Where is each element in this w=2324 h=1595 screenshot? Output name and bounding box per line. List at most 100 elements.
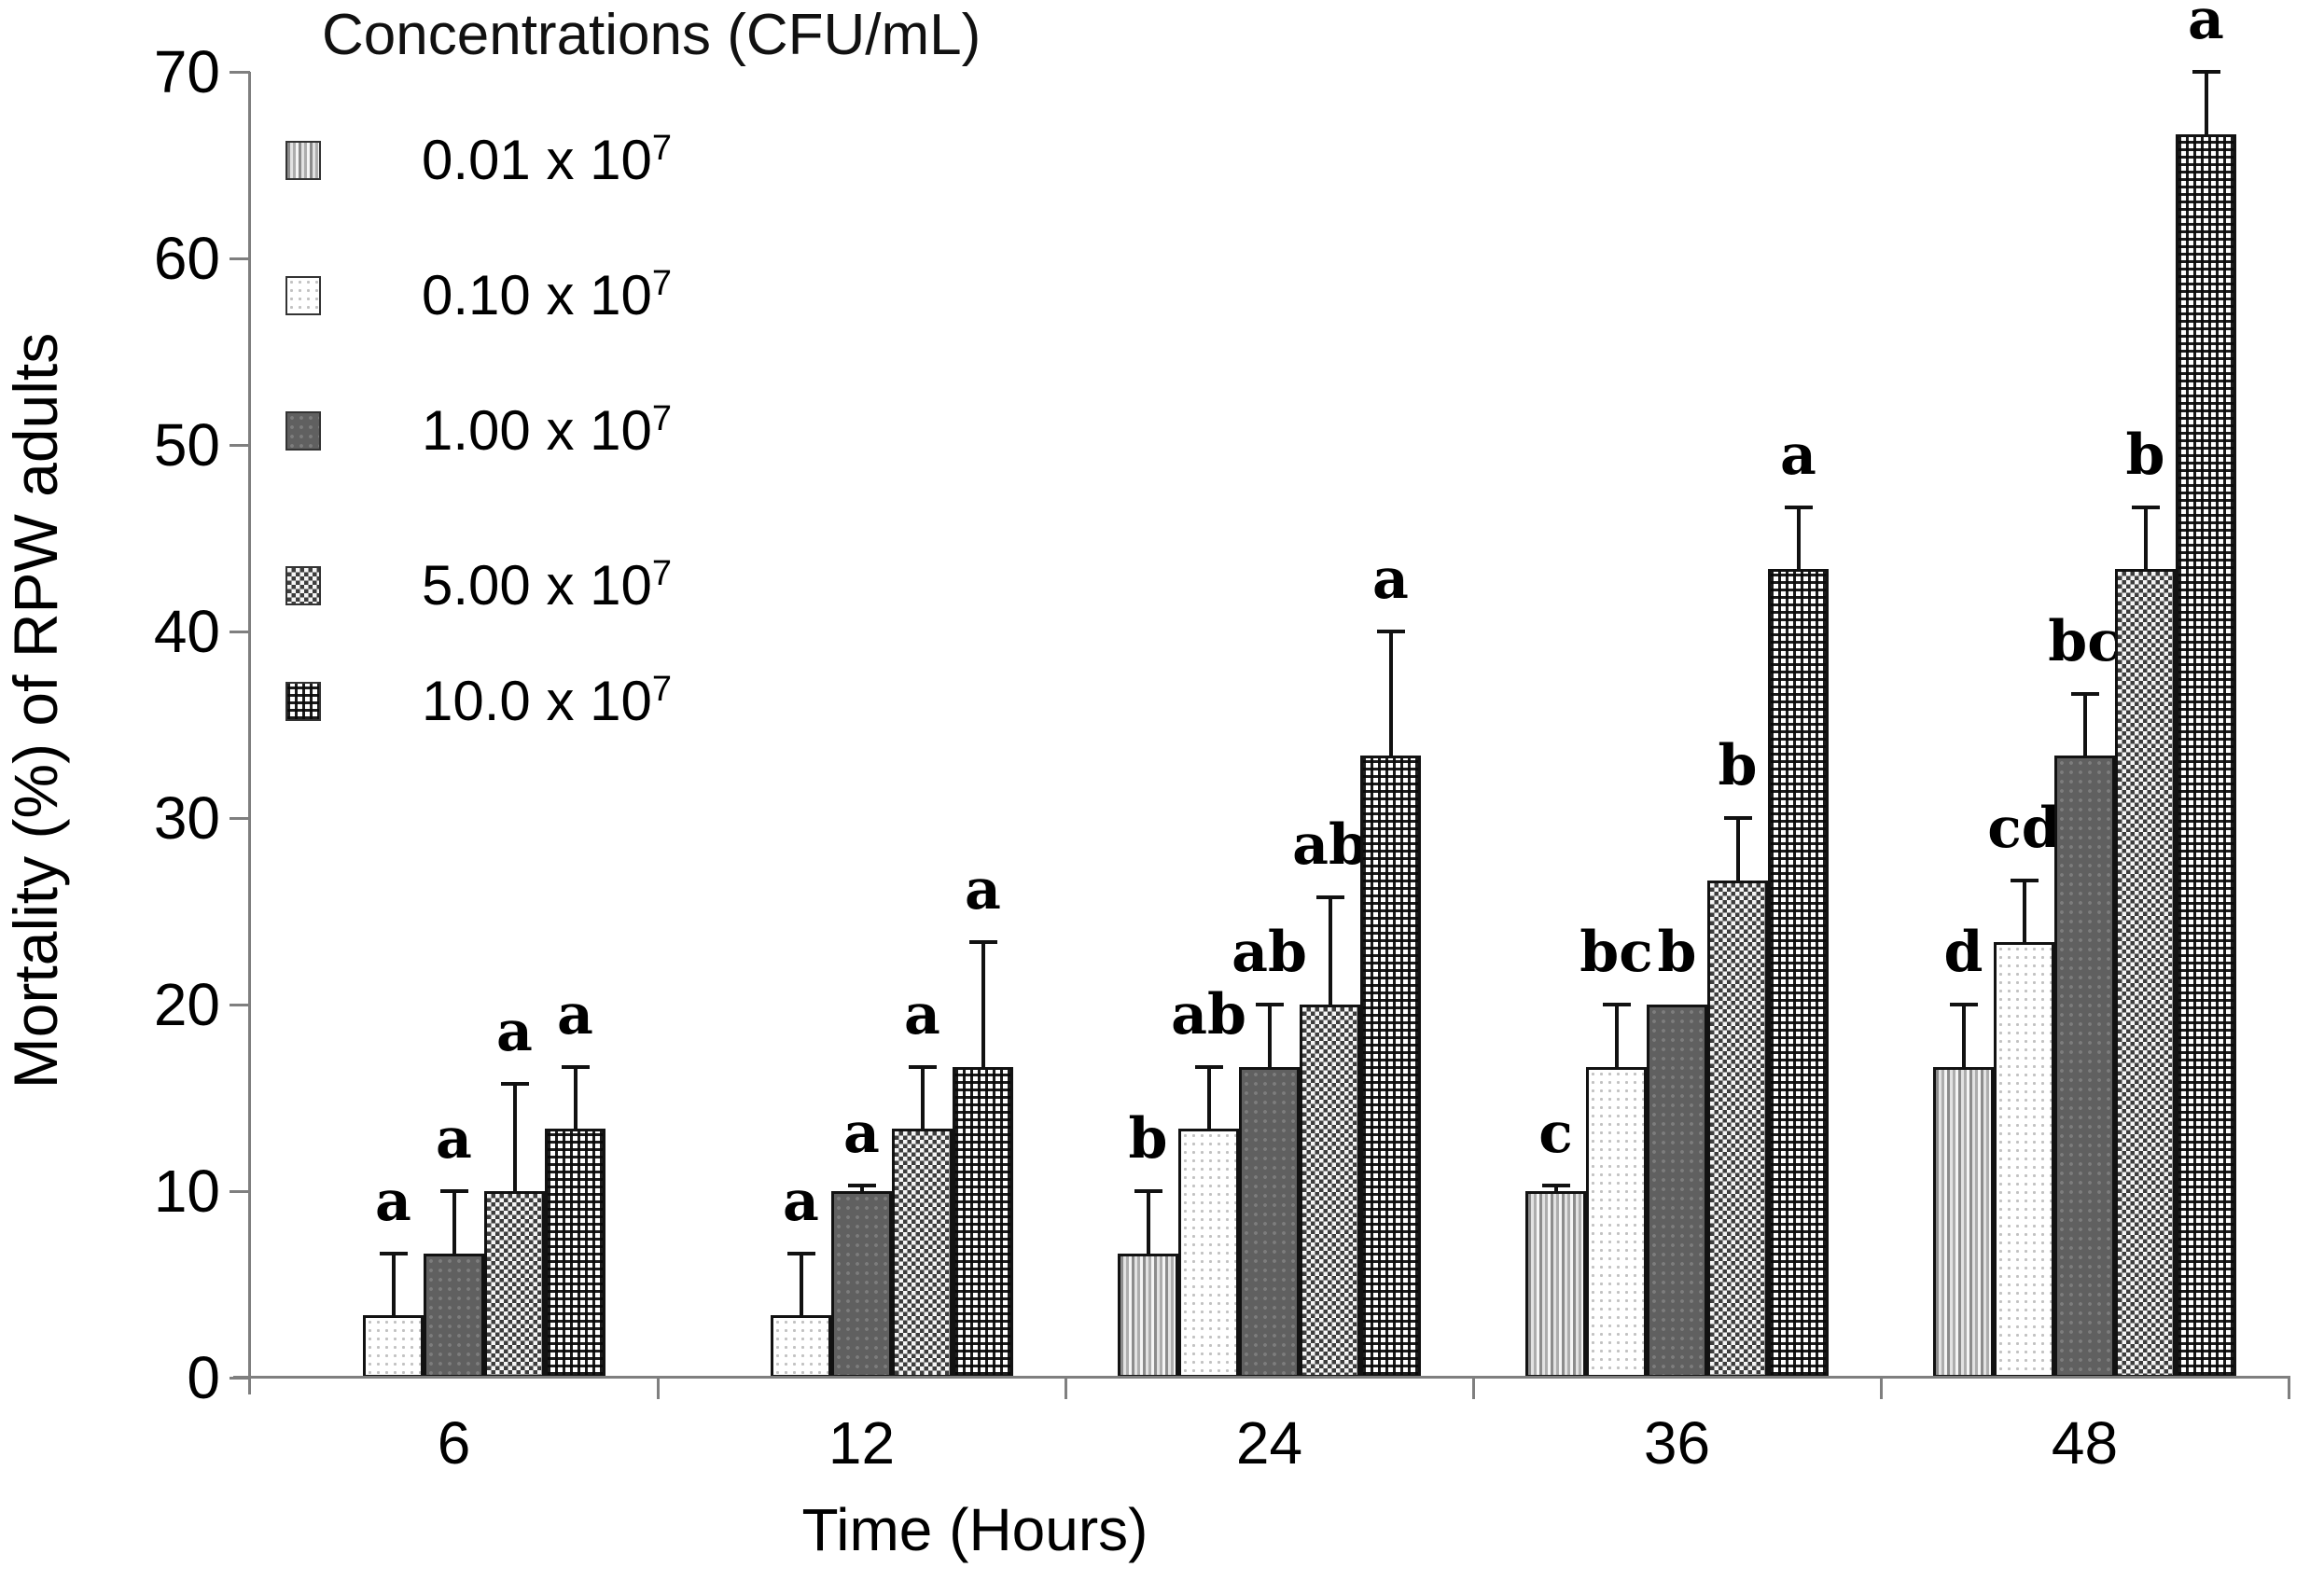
y-tick-label: 50 [153, 411, 220, 478]
y-tick-label: 40 [153, 598, 220, 665]
significance-letter: a [496, 998, 533, 1064]
error-bar-whisker [1328, 896, 1332, 1005]
bar-10.0x10^7-6h [545, 1129, 605, 1378]
legend-exponent: 7 [651, 554, 672, 593]
error-bar-cap [1602, 1003, 1631, 1006]
error-bar-cap [847, 1184, 876, 1187]
significance-letter: b [2125, 422, 2165, 488]
bar-5.00x10^7-36h [1707, 880, 1768, 1378]
error-bar-whisker [1553, 1186, 1558, 1191]
error-bar-whisker [2082, 693, 2087, 756]
legend-swatch-dark-dots [285, 411, 321, 451]
error-bar-whisker [1735, 818, 1740, 881]
significance-letter: d [1943, 920, 1983, 985]
error-bar-cap [1134, 1189, 1162, 1193]
error-bar-cap [2070, 691, 2099, 696]
error-bar-cap [1315, 895, 1344, 899]
significance-letter: a [904, 981, 940, 1047]
legend-label: 0.10 x 107 [422, 264, 672, 326]
legend-label: 0.01 x 107 [422, 129, 672, 191]
error-bar-whisker [512, 1083, 517, 1191]
significance-letter: b [1128, 1106, 1168, 1172]
x-axis-line [233, 1376, 2290, 1379]
y-tick [230, 1004, 250, 1006]
significance-letter: b [1657, 920, 1697, 985]
y-tick-label: 0 [187, 1344, 220, 1411]
bar-10.0x10^7-24h [1360, 756, 1421, 1378]
significance-letter: bc [2048, 608, 2122, 674]
significance-letter: cd [1987, 795, 2061, 861]
bar-5.00x10^7-48h [2115, 569, 2176, 1378]
x-category-label: 48 [2051, 1409, 2119, 1477]
significance-letter: a [843, 1101, 880, 1166]
significance-letter: a [436, 1106, 472, 1172]
error-bar-whisker [1267, 1005, 1272, 1067]
error-bar-whisker [2143, 506, 2148, 570]
error-bar-cap [379, 1251, 408, 1255]
error-bar-whisker [1206, 1066, 1211, 1130]
legend-swatch-plaid [285, 682, 321, 721]
x-tick [1065, 1379, 1067, 1399]
bar-5.00x10^7-24h [1300, 1005, 1360, 1378]
error-bar-cap [500, 1081, 529, 1086]
y-tick [230, 444, 250, 447]
error-bar-cap [968, 940, 997, 945]
legend-label: 10.0 x 107 [422, 670, 672, 732]
y-tick [230, 817, 250, 820]
significance-letter: ab [1292, 811, 1368, 878]
bar-0.10x10^7-6h [363, 1315, 424, 1378]
error-bar-cap [1949, 1003, 1978, 1006]
y-tick [230, 1190, 250, 1193]
x-category-label: 12 [828, 1409, 896, 1477]
x-axis-title: Time (Hours) [801, 1496, 1148, 1563]
error-bar-cap [2010, 878, 2039, 882]
error-bar-whisker [1388, 631, 1393, 756]
error-bar-cap [439, 1189, 468, 1193]
x-tick [657, 1379, 660, 1399]
error-bar-whisker [452, 1191, 456, 1254]
x-tick [2288, 1379, 2290, 1399]
legend-swatch-light-dots [285, 276, 321, 315]
legend-exponent: 7 [651, 670, 672, 709]
bar-5.00x10^7-6h [484, 1191, 545, 1378]
bar-10.0x10^7-12h [953, 1066, 1013, 1378]
y-tick-label: 60 [153, 225, 220, 292]
error-bar-whisker [391, 1253, 396, 1316]
error-bar-cap [1376, 630, 1405, 633]
bar-0.10x10^7-36h [1586, 1066, 1647, 1378]
error-bar-whisker [799, 1253, 803, 1316]
significance-letter: a [557, 981, 593, 1047]
significance-letter: bc [1579, 920, 1653, 985]
y-tick [230, 71, 250, 74]
legend-label: 1.00 x 107 [422, 399, 672, 462]
bar-1.00x10^7-12h [831, 1191, 892, 1378]
y-axis-line [248, 72, 251, 1394]
bar-1.00x10^7-24h [1239, 1066, 1300, 1378]
legend-title: Concentrations (CFU/mL) [322, 3, 981, 67]
x-tick [1472, 1379, 1475, 1399]
y-tick-label: 20 [153, 971, 220, 1038]
y-tick-label: 70 [153, 38, 220, 105]
error-bar-cap [1723, 816, 1752, 820]
legend-swatch-weave [285, 566, 321, 605]
bar-0.01x10^7-48h [1933, 1066, 1994, 1378]
error-bar-whisker [573, 1066, 578, 1130]
y-tick [230, 631, 250, 633]
bar-5.00x10^7-12h [892, 1129, 953, 1378]
bar-0.01x10^7-24h [1118, 1253, 1178, 1378]
significance-letter: b [1718, 733, 1758, 798]
significance-letter: a [1372, 547, 1409, 612]
y-tick [230, 257, 250, 260]
error-bar-cap [908, 1064, 937, 1069]
legend-label: 5.00 x 107 [422, 554, 672, 617]
error-bar-cap [1784, 505, 1813, 509]
error-bar-cap [2131, 505, 2160, 509]
bar-1.00x10^7-6h [424, 1253, 484, 1378]
bar-0.01x10^7-36h [1525, 1191, 1586, 1378]
error-bar-whisker [1614, 1005, 1619, 1067]
legend-exponent: 7 [651, 264, 672, 303]
significance-letter: a [375, 1168, 411, 1234]
bar-0.10x10^7-12h [771, 1315, 831, 1378]
error-bar-cap [786, 1251, 815, 1255]
